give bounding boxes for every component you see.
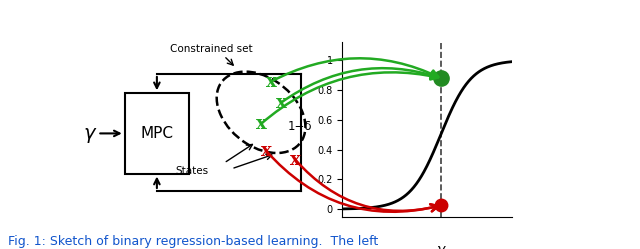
Text: x: x xyxy=(291,151,301,169)
Text: γ: γ xyxy=(83,124,95,143)
Text: x: x xyxy=(260,142,271,160)
Y-axis label: 1−δ: 1−δ xyxy=(288,120,312,133)
Text: Constrained set: Constrained set xyxy=(170,44,253,54)
Text: γ: γ xyxy=(436,244,445,249)
FancyBboxPatch shape xyxy=(125,93,189,174)
Text: MPC: MPC xyxy=(140,126,173,141)
Text: x: x xyxy=(255,115,266,133)
Text: x: x xyxy=(275,94,286,112)
Text: States: States xyxy=(175,166,208,176)
Text: x: x xyxy=(266,73,276,91)
Text: Fig. 1: Sketch of binary regression-based learning.  The left: Fig. 1: Sketch of binary regression-base… xyxy=(8,235,378,248)
